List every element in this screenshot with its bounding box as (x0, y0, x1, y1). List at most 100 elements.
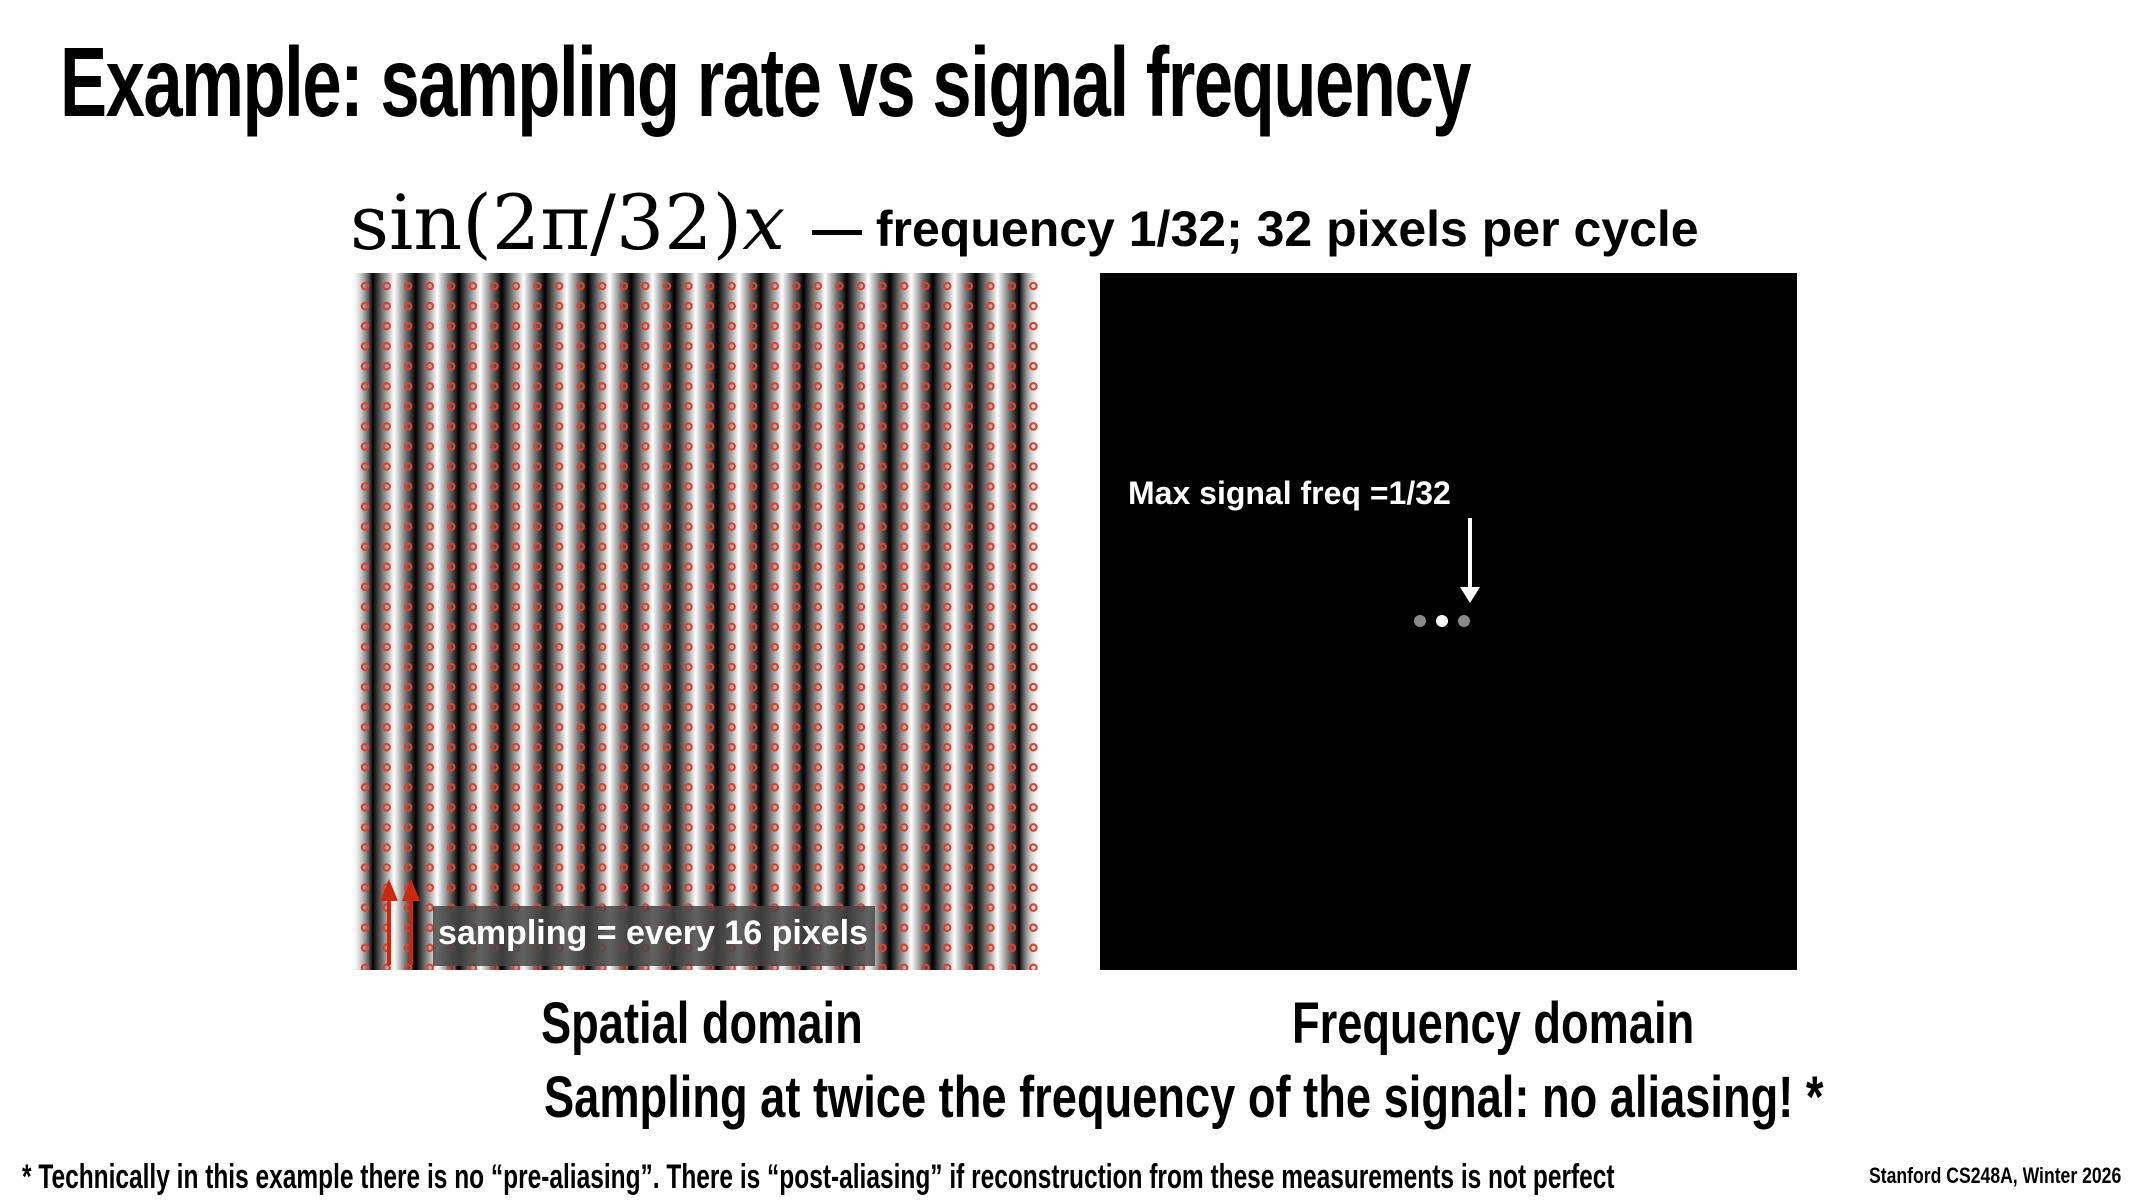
sample-point (964, 722, 974, 732)
sample-point (640, 823, 650, 832)
sample-point (684, 542, 693, 552)
sample-point (640, 642, 650, 652)
sample-point (684, 642, 693, 652)
sample-point (447, 562, 456, 572)
sample-point (662, 602, 672, 612)
sample-point (360, 843, 370, 852)
sample-point (899, 442, 909, 451)
sample-point (964, 522, 974, 531)
sample-point (727, 382, 736, 391)
sample-point (705, 702, 715, 712)
sample-point (597, 382, 607, 391)
sample-point (533, 863, 542, 872)
sample-point (425, 542, 435, 552)
sample-point (813, 382, 823, 391)
sample-point (899, 843, 909, 852)
sample-point (640, 803, 650, 812)
sample-point (576, 301, 585, 311)
sample-point (878, 502, 887, 511)
sample-point (554, 602, 564, 612)
sample-point (770, 803, 780, 812)
sample-point (791, 702, 801, 712)
sample-point (382, 462, 391, 471)
sample-point (684, 843, 693, 852)
sample-point (878, 562, 887, 572)
sample-point (684, 702, 693, 712)
sample-point (835, 321, 844, 331)
sample-point (856, 522, 866, 531)
sample-point (511, 402, 521, 411)
sample-point (360, 602, 370, 612)
sample-point (964, 341, 974, 351)
sample-point (640, 662, 650, 672)
sample-point (447, 843, 456, 852)
sample-point (597, 301, 607, 311)
sample-point (640, 402, 650, 411)
sample-point (921, 762, 930, 772)
sample-point (1007, 722, 1017, 732)
sample-point (899, 321, 909, 331)
sample-point (640, 422, 650, 431)
sample-point (964, 702, 974, 712)
sample-point (640, 301, 650, 311)
sample-point (921, 742, 930, 752)
sample-point (1007, 382, 1017, 391)
sample-point (640, 702, 650, 712)
sample-point (835, 341, 844, 351)
sample-point (878, 582, 887, 592)
sample-point (640, 562, 650, 572)
sample-point (662, 843, 672, 852)
sample-point (985, 782, 995, 792)
sample-points (360, 281, 1038, 970)
sample-point (1007, 602, 1017, 612)
sample-point (856, 762, 866, 772)
sample-point (468, 722, 478, 732)
sample-point (835, 502, 844, 511)
sample-point (447, 702, 456, 712)
sample-point (878, 883, 887, 892)
sample-point (425, 361, 435, 371)
sample-point (425, 823, 435, 832)
sample-point (1007, 542, 1017, 552)
sample-point (985, 361, 995, 371)
sample-point (921, 843, 930, 852)
sample-point (360, 803, 370, 812)
sample-point (619, 782, 629, 792)
sample-point (382, 863, 391, 872)
sample-point (964, 963, 974, 970)
sample-point (468, 502, 478, 511)
sample-point (985, 562, 995, 572)
sample-point (813, 823, 823, 832)
sample-point (964, 642, 974, 652)
sample-point (1029, 482, 1038, 491)
sample-point (748, 522, 758, 531)
sample-point (576, 382, 585, 391)
sample-point (533, 462, 542, 471)
sample-point (425, 782, 435, 792)
sample-point (511, 442, 521, 451)
sample-point (835, 602, 844, 612)
sample-point (403, 562, 413, 572)
sample-point (554, 863, 564, 872)
sample-point (942, 341, 952, 351)
sample-point (360, 682, 370, 692)
sample-point (511, 422, 521, 431)
sample-point (791, 402, 801, 411)
sample-point (791, 341, 801, 351)
sample-point (360, 883, 370, 892)
sample-point (727, 742, 736, 752)
sample-point (619, 542, 629, 552)
sample-point (554, 341, 564, 351)
sample-point (835, 361, 844, 371)
sample-point (770, 722, 780, 732)
sample-point (597, 582, 607, 592)
sample-point (360, 321, 370, 331)
sample-point (403, 602, 413, 612)
sample-point (942, 522, 952, 531)
sample-point (878, 482, 887, 491)
sample-point (856, 542, 866, 552)
sample-point (468, 442, 478, 451)
sample-point (985, 422, 995, 431)
sample-point (640, 883, 650, 892)
sample-point (791, 562, 801, 572)
